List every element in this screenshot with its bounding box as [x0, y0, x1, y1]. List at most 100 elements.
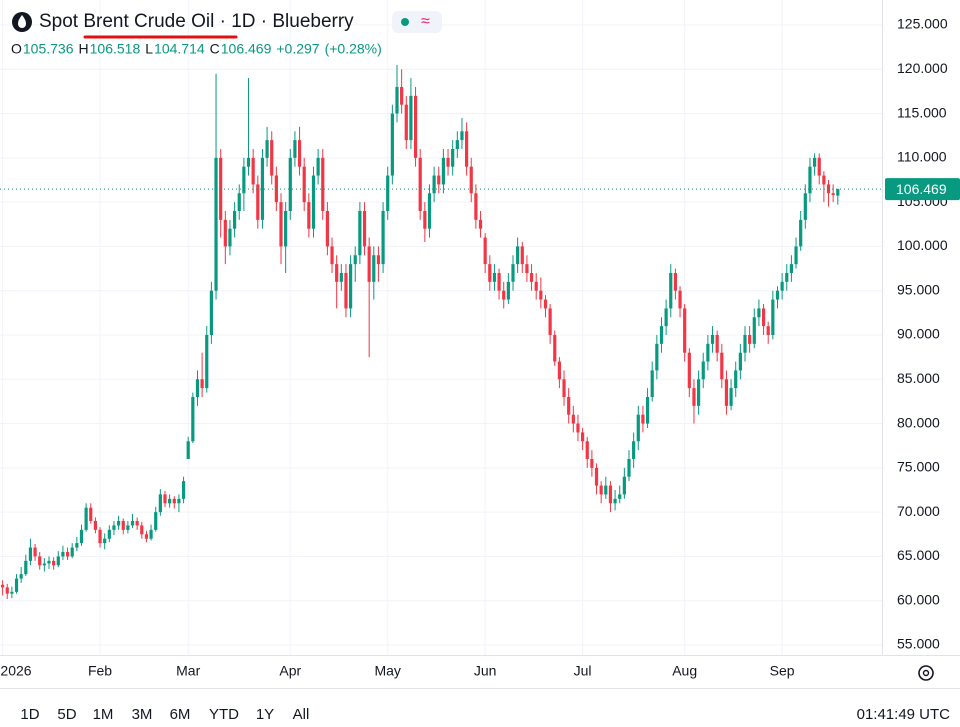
- candle-body: [381, 210, 385, 265]
- timeframe-button[interactable]: YTD: [209, 706, 239, 723]
- candle-body: [33, 547, 37, 557]
- candle-body: [47, 560, 51, 564]
- candle-body: [228, 228, 232, 247]
- candle-body: [339, 272, 343, 282]
- candle-body: [822, 175, 826, 185]
- candle-body: [594, 467, 599, 486]
- candle-body: [260, 157, 265, 220]
- candle-body: [710, 334, 715, 344]
- candle-body: [233, 210, 237, 229]
- candle-body: [427, 193, 432, 229]
- timeframe-button[interactable]: 1Y: [256, 706, 274, 723]
- candle-body: [121, 520, 125, 530]
- candle-body: [5, 587, 9, 594]
- candle-body: [237, 193, 241, 211]
- ohlc-text: O: [11, 41, 22, 57]
- timeframe-button[interactable]: 6M: [170, 706, 191, 723]
- timeframe-button[interactable]: 5D: [57, 706, 76, 723]
- candle-body: [478, 219, 483, 229]
- candle-body: [279, 202, 283, 247]
- candle-body: [409, 95, 413, 141]
- candle-body: [200, 379, 204, 389]
- candle-body: [325, 210, 329, 247]
- candle-body: [177, 498, 181, 504]
- candle-body: [502, 290, 506, 300]
- candle-body: [706, 343, 710, 362]
- candle-body: [669, 272, 673, 309]
- candle-body: [817, 157, 821, 176]
- candle-body: [636, 414, 640, 442]
- ohlc-text: (+0.28%): [325, 41, 382, 57]
- timeframe-button[interactable]: 1D: [20, 706, 39, 723]
- candle-body: [404, 104, 408, 141]
- candle-body: [492, 272, 497, 282]
- candle-body: [376, 255, 381, 265]
- candle-body: [24, 560, 28, 575]
- ohlc-text: +0.297: [276, 41, 319, 57]
- price-axis: [883, 0, 960, 655]
- x-tick-label: May: [374, 663, 400, 679]
- candle-body: [645, 396, 650, 424]
- y-tick-label: 55.000: [897, 636, 940, 652]
- candle-body: [1, 584, 5, 588]
- candle-body: [780, 281, 784, 291]
- candle-body: [349, 264, 353, 309]
- candle-body: [163, 494, 167, 504]
- y-tick-label: 95.000: [897, 281, 940, 297]
- ohlc-text: 106.518: [90, 41, 141, 57]
- price-tag: [885, 178, 960, 201]
- candle-body: [576, 423, 580, 433]
- candle-body: [687, 352, 691, 389]
- candle-body: [307, 202, 311, 229]
- y-tick-label: 110.000: [897, 149, 947, 165]
- candle-body: [144, 534, 149, 539]
- candle-body: [627, 458, 631, 477]
- candle-body: [130, 520, 135, 526]
- candle-body: [553, 334, 557, 362]
- y-tick-label: 100.000: [897, 237, 948, 253]
- x-tick-label: Sep: [770, 663, 795, 679]
- candle-body: [209, 290, 213, 335]
- candle-body: [437, 175, 441, 185]
- candle-body: [84, 507, 88, 530]
- timeframe-button[interactable]: 1M: [93, 706, 114, 723]
- status-badge[interactable]: [392, 11, 442, 33]
- candle-body: [659, 326, 664, 344]
- candle-body: [65, 551, 70, 557]
- candle-body: [390, 113, 394, 176]
- candle-body: [511, 264, 515, 282]
- candle-body: [520, 246, 524, 265]
- settings-icon[interactable]: [918, 665, 934, 681]
- candle-body: [251, 157, 255, 185]
- candle-body: [692, 388, 696, 406]
- candle-body: [451, 148, 455, 167]
- timeframe-button[interactable]: All: [293, 706, 310, 723]
- candle-body: [158, 494, 162, 513]
- candle-body: [52, 560, 56, 566]
- candle-body: [293, 140, 297, 158]
- candle-body: [214, 157, 218, 291]
- candle-body: [571, 414, 575, 424]
- candle-body: [557, 361, 561, 380]
- candle-body: [757, 308, 761, 318]
- candle-body: [697, 379, 701, 406]
- candle-body: [701, 361, 705, 380]
- candle-body: [446, 157, 450, 167]
- candle-body: [813, 157, 817, 167]
- candle-body: [641, 414, 645, 424]
- candle-body: [400, 86, 404, 105]
- candle-body: [803, 193, 807, 220]
- candle-body: [172, 498, 176, 504]
- candle-body: [567, 396, 571, 415]
- candle-body: [61, 551, 65, 557]
- candle-body: [794, 246, 798, 265]
- candle-body: [288, 157, 292, 211]
- timeframe-button[interactable]: 3M: [132, 706, 153, 723]
- candle-body: [724, 379, 729, 406]
- clock: 01:41:49 UTC: [857, 706, 951, 722]
- candle-body: [140, 525, 144, 535]
- candle-body: [488, 264, 492, 282]
- candle-body: [70, 547, 74, 557]
- x-tick-label: Apr: [279, 663, 301, 679]
- candle-body: [474, 193, 478, 220]
